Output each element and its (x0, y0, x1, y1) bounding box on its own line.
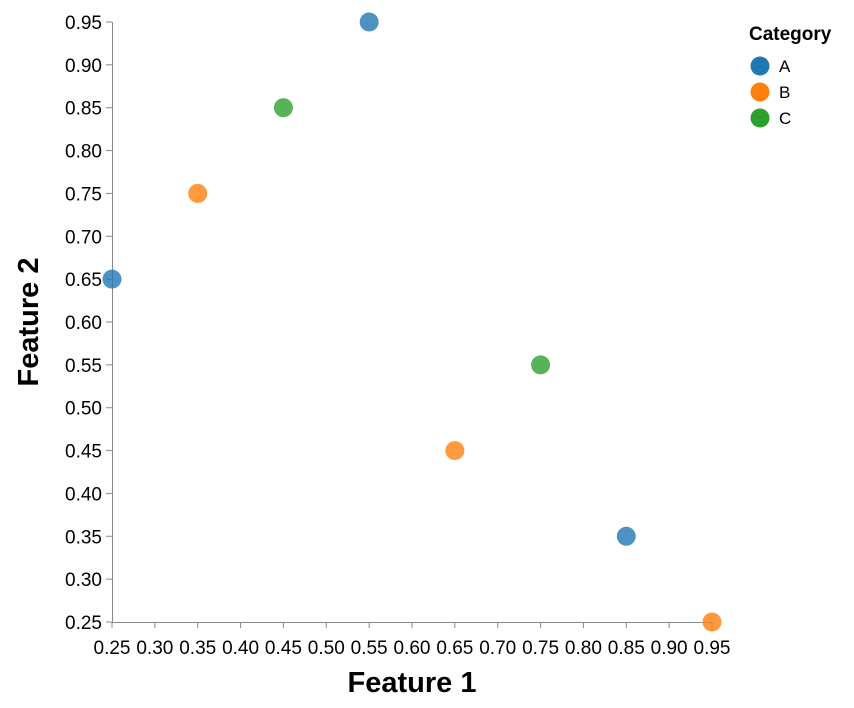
point-a[interactable] (102, 269, 122, 289)
y-tick-label: 0.25 (65, 613, 102, 634)
y-tick-label: 0.65 (65, 270, 102, 291)
point-a[interactable] (616, 526, 636, 546)
legend: Category ABC (749, 24, 832, 128)
y-tick-label: 0.40 (65, 484, 102, 505)
y-tick-label: 0.90 (65, 56, 102, 77)
x-tick-label: 0.80 (565, 638, 602, 659)
legend-label-b: B (779, 83, 790, 102)
legend-swatch-c (750, 108, 770, 128)
point-b[interactable] (702, 612, 722, 632)
x-tick-label: 0.55 (351, 638, 388, 659)
point-b[interactable] (188, 183, 208, 203)
y-tick-label: 0.55 (65, 356, 102, 377)
x-tick-label: 0.75 (522, 638, 559, 659)
y-tick-label: 0.85 (65, 99, 102, 120)
x-tick-label: 0.25 (94, 638, 131, 659)
y-tick-label: 0.30 (65, 570, 102, 591)
y-tick-label: 0.60 (65, 313, 102, 334)
y-tick-label: 0.95 (65, 13, 102, 34)
x-tick-label: 0.45 (265, 638, 302, 659)
x-tick-label: 0.50 (308, 638, 345, 659)
x-tick-label: 0.95 (694, 638, 731, 659)
data-points (102, 12, 722, 632)
point-c[interactable] (273, 98, 293, 118)
x-tick-label: 0.90 (651, 638, 688, 659)
y-tick-label: 0.45 (65, 442, 102, 463)
legend-swatch-b (750, 82, 770, 102)
y-tick-label: 0.80 (65, 142, 102, 163)
x-tick-label: 0.85 (608, 638, 645, 659)
y-axis: 0.25 0.30 0.35 0.40 0.45 0.50 0.55 0.60 0.65 0.70… (65, 13, 113, 634)
x-axis: 0.25 0.30 0.35 0.40 0.45 0.50 0.55 0.60 0.65 0.70… (94, 622, 731, 659)
y-tick-label: 0.50 (65, 399, 102, 420)
y-tick-label: 0.75 (65, 184, 102, 205)
x-tick-label: 0.40 (222, 638, 259, 659)
point-c[interactable] (531, 355, 551, 375)
x-tick-label: 0.65 (436, 638, 473, 659)
legend-label-a: A (779, 57, 791, 76)
point-a[interactable] (359, 12, 379, 32)
legend-swatch-a (750, 56, 770, 76)
legend-label-c: C (779, 109, 791, 128)
x-tick-label: 0.35 (179, 638, 216, 659)
x-axis-title: Feature 1 (348, 667, 477, 699)
y-tick-label: 0.35 (65, 527, 102, 548)
y-axis-title: Feature 2 (13, 258, 45, 387)
x-tick-label: 0.60 (394, 638, 431, 659)
legend-title: Category (749, 24, 832, 45)
y-tick-label: 0.70 (65, 227, 102, 248)
x-tick-label: 0.70 (479, 638, 516, 659)
x-tick-label: 0.30 (136, 638, 173, 659)
point-b[interactable] (445, 441, 465, 461)
